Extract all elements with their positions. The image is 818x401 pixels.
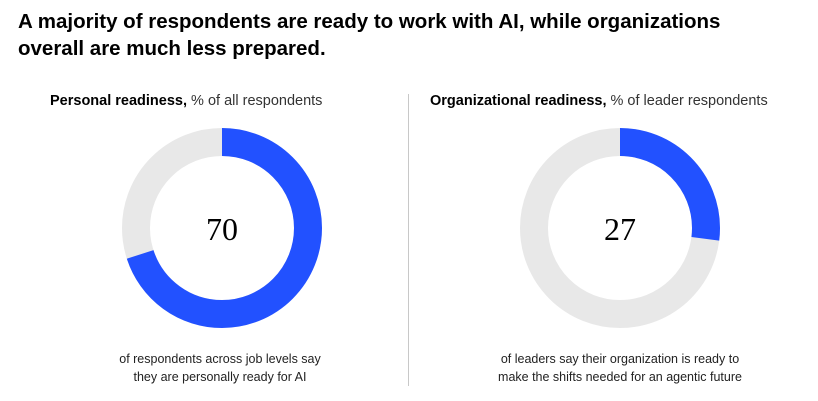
- subtitle-bold: Personal readiness,: [50, 93, 188, 109]
- subtitle-unit: % of leader respondents: [606, 93, 768, 109]
- donut-center-value: 27: [604, 211, 636, 247]
- subtitle-unit: % of all respondents: [187, 93, 323, 109]
- title-line-1: A majority of respondents are ready to w…: [18, 10, 721, 33]
- caption-line-2: make the shifts needed for an agentic fu…: [498, 370, 742, 384]
- title-line-2: overall are much less prepared.: [18, 37, 326, 60]
- personal-readiness-caption: of respondents across job levels say the…: [80, 350, 360, 386]
- personal-readiness-panel: Personal readiness, % of all respondents…: [20, 88, 400, 393]
- subtitle-bold: Organizational readiness,: [430, 93, 607, 109]
- donut-value-arc: [122, 128, 322, 328]
- donut-center-value: 70: [206, 211, 238, 247]
- organizational-readiness-donut: 27: [520, 128, 720, 328]
- caption-line-2: they are personally ready for AI: [133, 370, 307, 384]
- personal-readiness-donut: 70: [122, 128, 322, 328]
- caption-line-1: of respondents across job levels say: [119, 352, 321, 366]
- donut-value-arc: [520, 128, 720, 328]
- organizational-readiness-subtitle: Organizational readiness, % of leader re…: [430, 91, 768, 111]
- panel-divider: [408, 94, 409, 386]
- organizational-readiness-caption: of leaders say their organization is rea…: [470, 350, 770, 386]
- caption-line-1: of leaders say their organization is rea…: [500, 352, 740, 366]
- page-title: A majority of respondents are ready to w…: [18, 8, 808, 62]
- organizational-readiness-panel: Organizational readiness, % of leader re…: [420, 88, 818, 393]
- personal-readiness-subtitle: Personal readiness, % of all respondents: [50, 91, 322, 111]
